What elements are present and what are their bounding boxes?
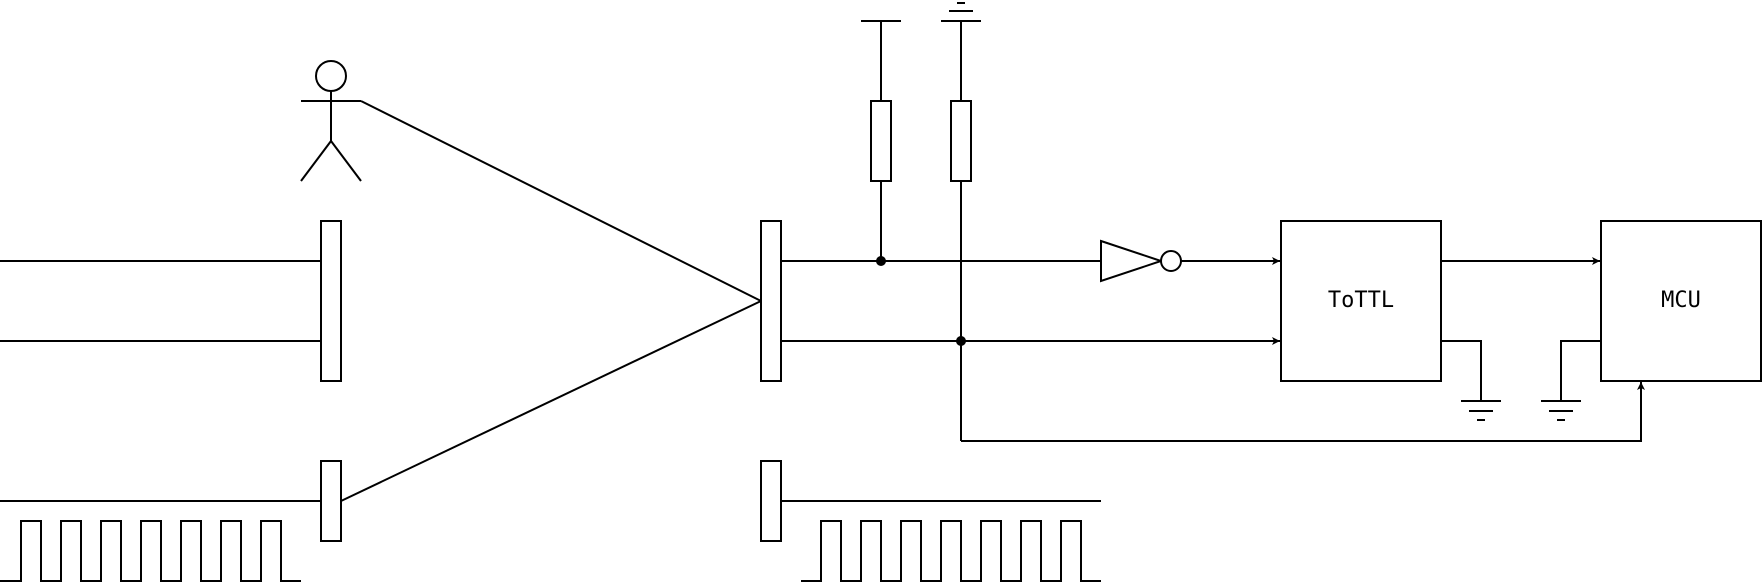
left-input-lines [0,260,321,502]
ground-icon [941,2,981,22]
resistor-icon [861,20,901,261]
left-square-wave [0,520,301,582]
right-connector-lower [760,460,782,542]
right-connector-upper [760,220,782,382]
resistor-icon [941,2,981,441]
ground-icon [1441,340,1501,421]
junction-dot [956,336,966,346]
converter-label: ToTTL [1328,288,1394,313]
left-connector-upper [320,220,342,382]
converging-lines [340,100,762,502]
ground-icon [1541,340,1601,421]
junction-dot [876,256,886,266]
left-connector-lower [320,460,342,542]
feedback-line [961,382,1645,442]
person-icon [300,60,362,182]
mcu-block [1600,220,1762,382]
right-square-wave [801,520,1101,582]
not-gate-icon [1100,239,1182,283]
mcu-label: MCU [1661,288,1701,313]
converter-block [1280,220,1442,382]
